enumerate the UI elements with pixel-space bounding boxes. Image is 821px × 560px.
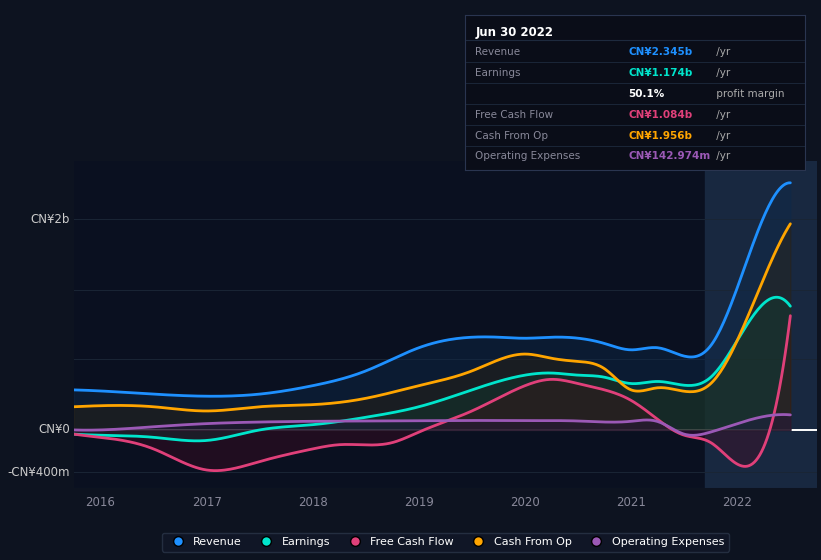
Text: CN¥0: CN¥0 xyxy=(39,423,70,436)
Text: 2017: 2017 xyxy=(191,496,222,509)
Text: 2018: 2018 xyxy=(298,496,328,509)
Text: CN¥1.174b: CN¥1.174b xyxy=(628,68,693,78)
Text: /yr: /yr xyxy=(713,47,731,57)
Text: 2021: 2021 xyxy=(617,496,646,509)
Text: CN¥2.345b: CN¥2.345b xyxy=(628,47,692,57)
Text: Revenue: Revenue xyxy=(475,47,521,57)
Text: CN¥2b: CN¥2b xyxy=(31,213,70,226)
Text: 2020: 2020 xyxy=(510,496,540,509)
Text: /yr: /yr xyxy=(713,68,731,78)
Text: /yr: /yr xyxy=(713,110,731,120)
Text: CN¥1.956b: CN¥1.956b xyxy=(628,130,692,141)
Text: 2016: 2016 xyxy=(85,496,116,509)
Text: 2019: 2019 xyxy=(404,496,433,509)
Text: /yr: /yr xyxy=(713,151,731,161)
Text: profit margin: profit margin xyxy=(713,88,785,99)
Text: 50.1%: 50.1% xyxy=(628,88,664,99)
Text: Earnings: Earnings xyxy=(475,68,521,78)
Text: Free Cash Flow: Free Cash Flow xyxy=(475,110,553,120)
Text: Jun 30 2022: Jun 30 2022 xyxy=(475,26,553,39)
Bar xyxy=(705,161,817,488)
Text: CN¥1.084b: CN¥1.084b xyxy=(628,110,692,120)
Text: CN¥142.974m: CN¥142.974m xyxy=(628,151,710,161)
Text: -CN¥400m: -CN¥400m xyxy=(7,465,70,479)
Text: /yr: /yr xyxy=(713,130,731,141)
Text: 2022: 2022 xyxy=(722,496,752,509)
Text: Operating Expenses: Operating Expenses xyxy=(475,151,580,161)
Text: Cash From Op: Cash From Op xyxy=(475,130,548,141)
Legend: Revenue, Earnings, Free Cash Flow, Cash From Op, Operating Expenses: Revenue, Earnings, Free Cash Flow, Cash … xyxy=(162,533,729,552)
